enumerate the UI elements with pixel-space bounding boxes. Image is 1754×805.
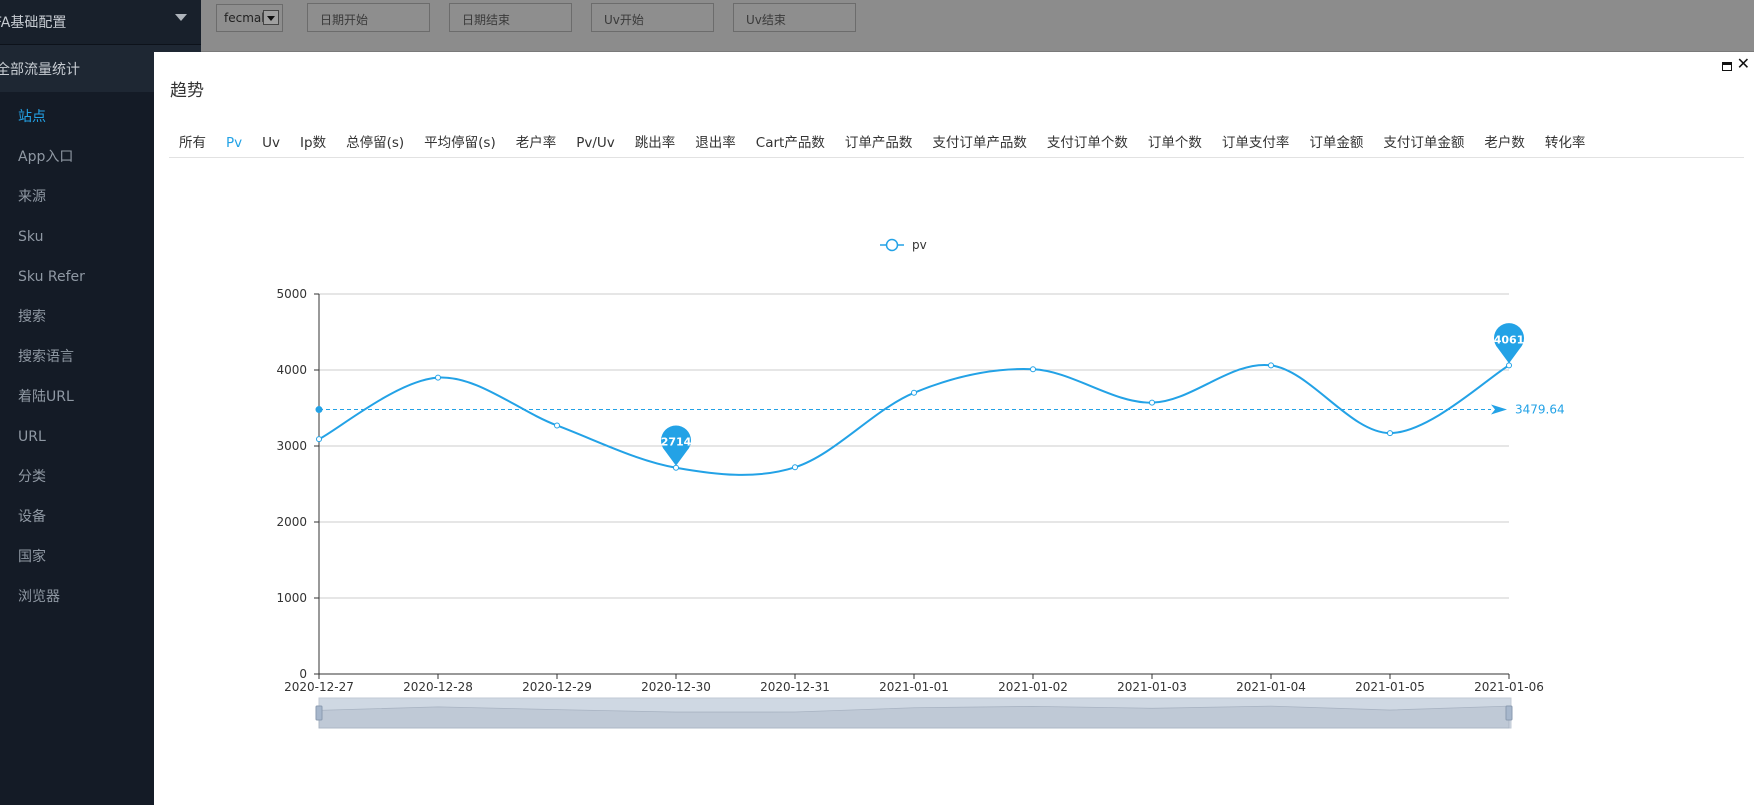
sidebar-item[interactable]: 国家 [18, 549, 46, 565]
data-point [554, 422, 560, 429]
metric-tabs: 所有 Pv Uv Ip数 总停留(s) 平均停留(s) 老户率 Pv/Uv 跳出率 退出率 Cart… [169, 128, 1744, 158]
tab-5[interactable]: 平均停留(s) [424, 135, 496, 151]
y-tick-label: 1000 [276, 591, 307, 605]
x-tick-label: 2020-12-29 [522, 680, 592, 694]
data-point [316, 436, 322, 443]
x-tick-label: 2020-12-28 [403, 680, 473, 694]
data-point [1506, 362, 1512, 369]
sidebar-items: 站点 App入口来源 Sku Sku Refer 搜索搜索语言着陆URL URL 分类设备国… [0, 92, 201, 617]
x-tick-label: 2020-12-27 [284, 680, 354, 694]
sidebar-item[interactable]: App入口 [18, 149, 74, 165]
y-tick-label: 5000 [276, 287, 307, 301]
data-point [1268, 362, 1274, 369]
mark-point-pin [1494, 323, 1525, 364]
y-tick-label: 0 [299, 667, 307, 681]
x-tick-label: 2020-12-30 [641, 680, 711, 694]
mark-point-label: 4061 [1494, 333, 1525, 346]
sidebar-item[interactable]: Sku Refer [18, 269, 85, 285]
chevron-down-icon[interactable] [175, 14, 187, 21]
tab-2[interactable]: Uv [262, 135, 281, 151]
x-tick-label: 2021-01-03 [1117, 680, 1187, 694]
tab-18[interactable]: 老户数 [1484, 135, 1525, 151]
tab-10[interactable]: Cart产品数 [755, 135, 825, 151]
maximize-icon[interactable] [1722, 62, 1732, 71]
data-point [673, 464, 679, 471]
data-point [1387, 430, 1393, 437]
sidebar-submenu-label: 全部流量统计 [0, 61, 80, 78]
filter-bar [201, 0, 1754, 52]
tab-13[interactable]: 支付订单个数 [1046, 135, 1128, 151]
series-line-pv [318, 364, 1510, 476]
sidebar-item[interactable]: 着陆URL [18, 389, 74, 405]
mark-point-label: 2714 [661, 436, 692, 449]
legend-marker [885, 238, 899, 252]
y-tick-label: 4000 [276, 363, 307, 377]
tab-16[interactable]: 订单金额 [1309, 135, 1364, 151]
mark-point-pin [661, 425, 691, 466]
x-tick-label: 2021-01-04 [1236, 680, 1306, 694]
x-tick-label: 2021-01-06 [1474, 680, 1544, 694]
uv-end-input[interactable]: Uv结束 [733, 3, 856, 32]
zoom-handle-left[interactable] [315, 705, 323, 721]
sidebar-item[interactable]: 设备 [18, 509, 46, 525]
tab-7[interactable]: Pv/Uv [576, 135, 615, 151]
trend-chart: pv 0 1000 2000 3000 4000 5000 2020-12-27 2020-12… [276, 238, 1565, 729]
zoom-handle-right[interactable] [1505, 705, 1513, 721]
average-line-label: 3479.64 [1515, 403, 1565, 417]
data-point [1030, 366, 1036, 373]
sidebar-item[interactable]: URL [18, 429, 46, 445]
tab-0[interactable]: 所有 [179, 135, 206, 151]
tab-6[interactable]: 老户率 [515, 135, 557, 151]
tab-9[interactable]: 退出率 [695, 135, 736, 151]
y-tick-label: 3000 [276, 439, 307, 453]
x-tick-label: 2021-01-01 [879, 680, 949, 694]
trend-modal: 趋势 ✕ 所有 Pv Uv Ip数 总停留(s) 平均停留(s) 老户率 Pv/Uv 跳出率 退出… [154, 52, 1754, 805]
close-icon[interactable]: ✕ [1736, 54, 1750, 73]
average-line-arrow [1491, 404, 1507, 415]
x-tick-label: 2021-01-02 [998, 680, 1068, 694]
data-point [792, 464, 798, 471]
sidebar-item[interactable]: 来源 [18, 189, 46, 205]
tab-19[interactable]: 转化率 [1544, 135, 1586, 151]
tab-3[interactable]: Ip数 [300, 135, 327, 151]
tab-15[interactable]: 订单支付率 [1221, 135, 1290, 151]
data-point [435, 374, 441, 381]
y-tick-label: 2000 [276, 515, 307, 529]
sidebar-item[interactable]: 搜索语言 [18, 349, 74, 365]
modal-title: 趋势 [170, 81, 204, 101]
tab-1[interactable]: Pv [226, 135, 243, 151]
date-end-input[interactable]: 日期结束 [449, 3, 572, 32]
site-select[interactable]: fecmall [216, 4, 283, 32]
x-tick-label: 2020-12-31 [760, 680, 830, 694]
site-select-value: fecmall [224, 11, 268, 25]
sidebar-item[interactable]: 分类 [18, 469, 46, 485]
date-start-input[interactable]: 日期开始 [307, 3, 430, 32]
tab-11[interactable]: 订单产品数 [844, 135, 913, 151]
tab-17[interactable]: 支付订单金额 [1383, 135, 1465, 151]
x-tick-label: 2021-01-05 [1355, 680, 1425, 694]
sidebar-menu-fa-config[interactable]: FA基础配置 [0, 0, 201, 45]
legend-label: pv [912, 238, 927, 252]
tab-12[interactable]: 支付订单产品数 [932, 135, 1027, 151]
average-line-start [315, 406, 323, 414]
sidebar-item[interactable]: 浏览器 [18, 589, 60, 605]
tab-8[interactable]: 跳出率 [634, 135, 676, 151]
sidebar-item[interactable]: 站点 [18, 109, 46, 125]
tab-4[interactable]: 总停留(s) [346, 135, 405, 151]
dropdown-arrow-icon[interactable] [263, 10, 279, 25]
sidebar-item[interactable]: Sku [18, 229, 44, 245]
sidebar-item[interactable]: 搜索 [18, 309, 46, 325]
sidebar-menu-label: FA基础配置 [0, 15, 67, 31]
data-point [911, 389, 917, 396]
uv-start-input[interactable]: Uv开始 [591, 3, 714, 32]
data-point [1149, 399, 1155, 406]
tab-14[interactable]: 订单个数 [1147, 135, 1202, 151]
zoom-slider-preview [318, 705, 1510, 729]
